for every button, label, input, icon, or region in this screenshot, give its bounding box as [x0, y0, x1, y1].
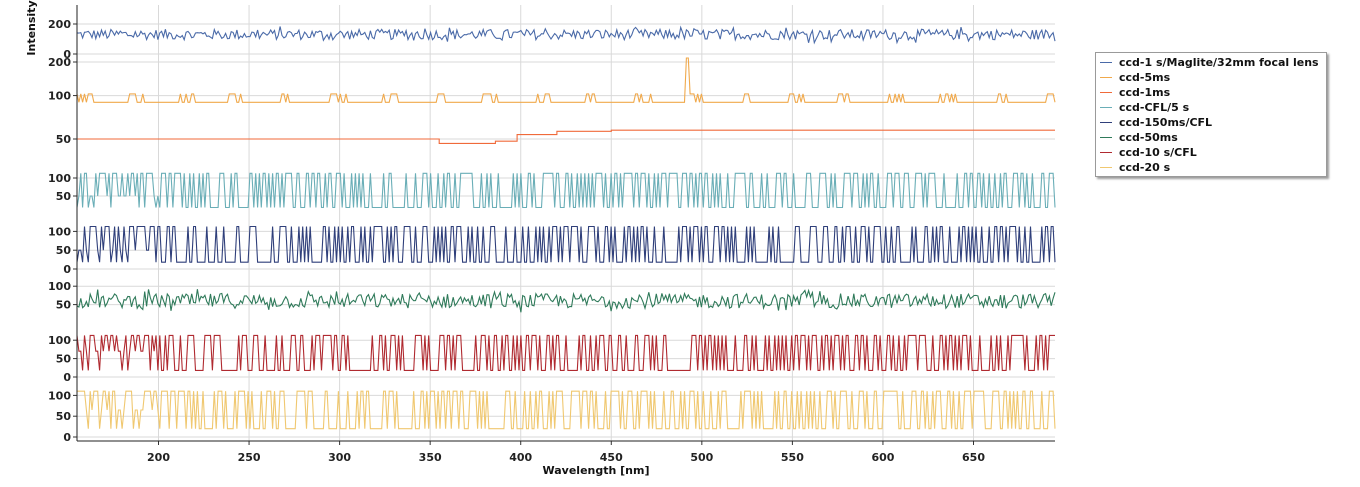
legend-swatch [1100, 122, 1112, 123]
y-axis-title: Intensity [25, 0, 38, 55]
legend-label: ccd-5ms [1119, 71, 1171, 84]
y-tick-label: 0 [63, 48, 71, 61]
x-tick-label: 250 [238, 451, 261, 464]
legend-item: ccd-10 s/CFL [1096, 145, 1326, 160]
y-tick-label: 100 [48, 389, 71, 402]
legend-swatch [1100, 107, 1112, 108]
x-tick-label: 550 [781, 451, 804, 464]
x-tick-label: 200 [147, 451, 170, 464]
y-tick-label: 200 [48, 56, 71, 69]
y-tick-label: 50 [56, 190, 72, 203]
series-line [76, 25, 1056, 45]
x-tick-label: 500 [690, 451, 713, 464]
y-tick-label: 50 [56, 133, 72, 146]
y-tick-label: 50 [56, 244, 72, 257]
legend-item: ccd-20 s [1096, 160, 1326, 175]
y-tick-label: 0 [63, 431, 71, 444]
y-tick-label: 100 [48, 225, 71, 238]
legend-item: ccd-150ms/CFL [1096, 115, 1326, 130]
series-line [77, 390, 1056, 430]
legend-swatch [1100, 62, 1112, 63]
x-tick-label: 600 [871, 451, 894, 464]
x-tick-label: 400 [509, 451, 532, 464]
legend-swatch [1100, 92, 1112, 93]
legend-label: ccd-50ms [1119, 131, 1178, 144]
legend-item: ccd-1 s/Maglite/32mm focal lens [1096, 55, 1326, 70]
legend-label: ccd-20 s [1119, 161, 1171, 174]
y-tick-label: 200 [48, 18, 71, 31]
series-line [77, 129, 1055, 144]
x-axis-title: Wavelength [nm] [543, 464, 650, 477]
y-tick-label: 100 [48, 90, 71, 103]
x-tick-label: 450 [600, 451, 623, 464]
legend-swatch [1100, 77, 1112, 78]
x-tick-label: 350 [419, 451, 442, 464]
legend-label: ccd-10 s/CFL [1119, 146, 1197, 159]
legend-item: ccd-1ms [1096, 85, 1326, 100]
x-tick-label: 300 [328, 451, 351, 464]
legend-item: ccd-CFL/5 s [1096, 100, 1326, 115]
legend-item: ccd-5ms [1096, 70, 1326, 85]
y-tick-label: 0 [63, 263, 71, 276]
spectra-chart: 200 250 300 350 400 450 500 550 600 6500200100200… [25, 0, 1056, 477]
y-tick-label: 100 [48, 172, 71, 185]
series-line [76, 172, 1056, 209]
series-line [76, 225, 1056, 263]
legend-label: ccd-1 s/Maglite/32mm focal lens [1119, 56, 1319, 69]
y-tick-label: 50 [56, 299, 72, 312]
legend-swatch [1100, 152, 1112, 153]
legend-swatch [1100, 137, 1112, 138]
series-line [76, 288, 1056, 313]
legend-label: ccd-1ms [1119, 86, 1171, 99]
legend: ccd-1 s/Maglite/32mm focal lens ccd-5ms cc… [1095, 52, 1327, 177]
y-tick-label: 100 [48, 334, 71, 347]
legend-item: ccd-50ms [1096, 130, 1326, 145]
y-tick-label: 50 [56, 353, 72, 366]
x-tick-label: 650 [962, 451, 985, 464]
y-tick-label: 0 [63, 371, 71, 384]
series-line [76, 334, 1055, 371]
series-line [76, 57, 1056, 103]
y-tick-label: 100 [48, 280, 71, 293]
legend-label: ccd-150ms/CFL [1119, 116, 1213, 129]
legend-swatch [1100, 167, 1112, 168]
y-tick-label: 50 [56, 410, 72, 423]
legend-label: ccd-CFL/5 s [1119, 101, 1190, 114]
